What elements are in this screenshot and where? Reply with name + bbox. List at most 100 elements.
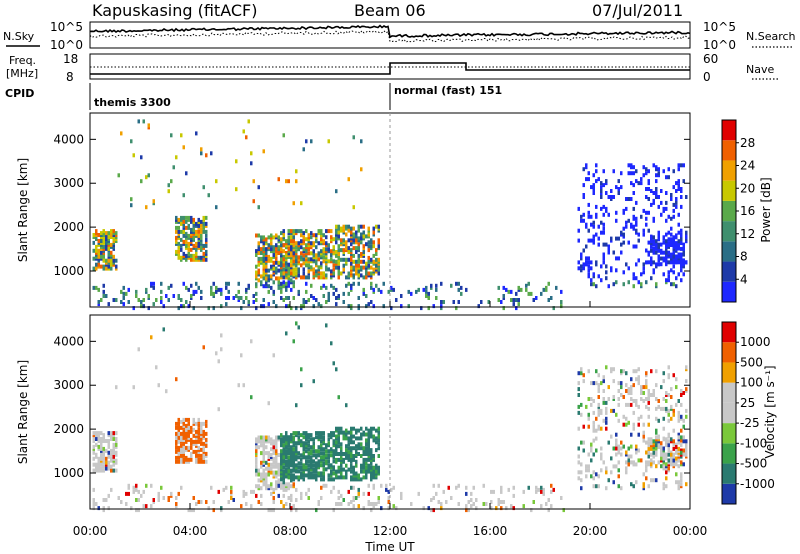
range-cell [620, 171, 623, 176]
range-cell [577, 206, 580, 211]
range-cell [295, 431, 298, 436]
range-cell [265, 237, 268, 242]
range-cell [642, 399, 645, 403]
range-cell [367, 428, 370, 433]
range-cell [245, 287, 248, 292]
range-cell [595, 369, 598, 374]
colorbar-tick-label: 4 [740, 272, 748, 286]
range-cell [615, 256, 618, 261]
range-cell [282, 469, 285, 474]
range-cell [400, 304, 403, 309]
range-cell [157, 491, 160, 496]
range-cell [355, 459, 358, 464]
range-cell [297, 229, 300, 234]
range-cell [525, 287, 528, 292]
range-cell [95, 442, 98, 447]
range-cell [680, 187, 683, 191]
range-cell [225, 302, 228, 307]
range-cell [317, 251, 320, 256]
range-cell [280, 296, 283, 300]
range-cell [325, 459, 328, 464]
range-cell [620, 486, 623, 491]
range-cell [650, 235, 653, 240]
range-cell [300, 439, 303, 444]
range-cell [605, 426, 608, 431]
range-cell [635, 169, 638, 174]
range-cell [205, 221, 208, 226]
range-cell [297, 465, 300, 470]
range-cell [677, 260, 680, 265]
range-cell [335, 469, 338, 474]
range-cell [510, 289, 513, 294]
range-cell [615, 432, 618, 437]
range-cell [360, 259, 363, 264]
range-cell [360, 236, 363, 241]
range-cell [172, 294, 175, 298]
range-cell [417, 287, 420, 292]
range-cell [177, 217, 180, 222]
range-cell [287, 280, 290, 285]
range-cell [180, 431, 183, 436]
range-cell [305, 237, 308, 242]
range-cell [615, 412, 618, 417]
range-cell [580, 264, 583, 269]
range-cell [187, 233, 190, 238]
range-cell [622, 369, 625, 374]
range-cell [605, 179, 608, 184]
colorbar-swatch [722, 342, 736, 363]
range-cell [212, 291, 215, 296]
range-cell [677, 243, 680, 247]
range-cell [285, 265, 288, 270]
range-cell [347, 436, 350, 441]
range-cell [112, 258, 115, 263]
range-cell [102, 240, 105, 245]
range-cell [677, 418, 680, 423]
range-cell [235, 294, 238, 298]
range-cell [180, 215, 183, 220]
range-cell [355, 444, 358, 449]
range-cell [465, 491, 468, 496]
range-cell [275, 256, 278, 261]
freq-label: Freq. [9, 54, 36, 67]
range-cell [647, 450, 650, 455]
range-cell [192, 427, 195, 432]
range-cell [592, 476, 595, 481]
range-cell [370, 465, 373, 470]
range-cell [260, 235, 263, 240]
range-cell [380, 483, 383, 488]
range-cell [100, 264, 103, 269]
range-cell [307, 469, 310, 474]
range-cell [272, 235, 275, 240]
range-cell [677, 167, 680, 172]
range-cell [635, 377, 638, 382]
range-cell [277, 483, 280, 488]
range-cell [685, 235, 688, 240]
range-cell [635, 220, 638, 225]
range-cell [105, 439, 108, 443]
freq-traces [90, 62, 690, 75]
range-cell [685, 365, 688, 370]
range-cell [335, 457, 338, 462]
range-cell [592, 452, 595, 457]
range-cell [610, 266, 613, 271]
range-cell [312, 467, 315, 472]
range-cell [647, 441, 650, 446]
range-cell [665, 484, 668, 489]
range-cell [282, 260, 285, 265]
range-cell [92, 468, 95, 473]
range-cell [592, 282, 595, 287]
range-cell [322, 255, 325, 260]
range-cell [522, 504, 525, 509]
range-cell [195, 251, 198, 256]
range-cell [107, 493, 110, 498]
colorbar-tick-label: -100 [740, 436, 767, 450]
range-cell [302, 147, 305, 152]
range-cell [455, 281, 458, 286]
range-cell [375, 428, 378, 433]
range-cell [645, 216, 648, 221]
range-cell [335, 426, 338, 431]
range-cell [225, 285, 228, 290]
range-cell [345, 232, 348, 237]
range-cell [340, 248, 343, 253]
